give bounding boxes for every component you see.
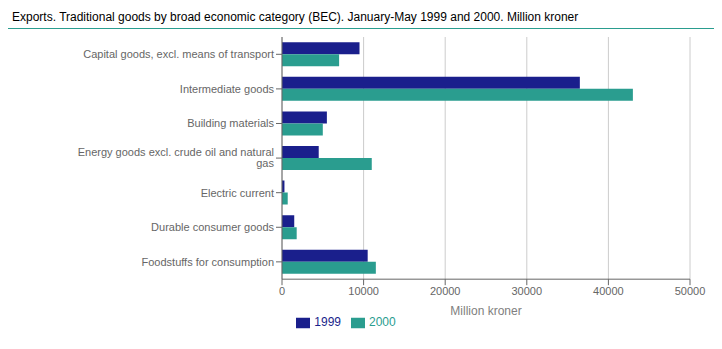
svg-text:Intermediate goods: Intermediate goods [180, 83, 275, 95]
svg-text:Million kroner: Million kroner [450, 304, 521, 318]
svg-text:Capital goods, excl. means of: Capital goods, excl. means of transport [83, 48, 274, 60]
html-text:1999: 1999 [314, 315, 341, 330]
html-text:2000: 2000 [369, 315, 396, 330]
html-text:Exports. Traditional goods by: Exports. Traditional goods by broad econ… [12, 10, 579, 24]
svg-text:20000: 20000 [430, 285, 461, 297]
svg-text:Energy goods excl. crude oil a: Energy goods excl. crude oil and natural… [78, 146, 275, 169]
svg-text:40000: 40000 [593, 285, 624, 297]
svg-text:Foodstuffs for consumption: Foodstuffs for consumption [142, 256, 274, 268]
svg-text:30000: 30000 [512, 285, 543, 297]
svg-text:0: 0 [279, 285, 285, 297]
svg-text:Durable consumer goods: Durable consumer goods [151, 221, 274, 233]
svg-text:Building materials: Building materials [187, 117, 274, 129]
svg-text:Electric current: Electric current [201, 187, 274, 199]
svg-text:10000: 10000 [348, 285, 379, 297]
svg-text:50000: 50000 [675, 285, 706, 297]
